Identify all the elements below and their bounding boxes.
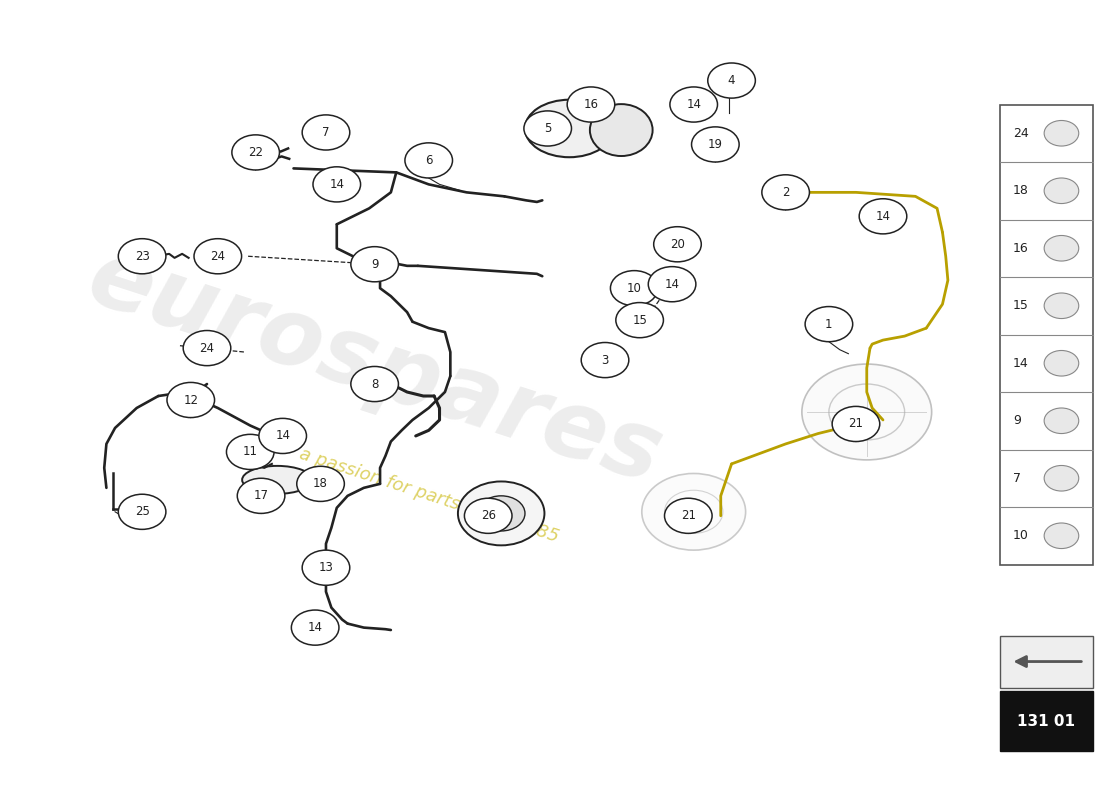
Text: 19: 19 — [707, 138, 723, 151]
Text: 26: 26 — [481, 510, 496, 522]
Text: 14: 14 — [876, 210, 891, 223]
Circle shape — [238, 478, 285, 514]
Circle shape — [351, 366, 398, 402]
Text: 16: 16 — [583, 98, 598, 111]
Text: 14: 14 — [686, 98, 701, 111]
Circle shape — [1044, 235, 1079, 261]
Text: 10: 10 — [1013, 530, 1028, 542]
Circle shape — [1044, 293, 1079, 318]
Text: 16: 16 — [1013, 242, 1028, 254]
Circle shape — [707, 63, 756, 98]
Ellipse shape — [242, 466, 312, 494]
Circle shape — [297, 466, 344, 502]
Circle shape — [1044, 178, 1079, 203]
Text: 9: 9 — [1013, 414, 1021, 427]
Ellipse shape — [590, 104, 652, 156]
Text: 10: 10 — [627, 282, 641, 294]
Text: eurospares: eurospares — [76, 232, 673, 504]
Text: 18: 18 — [1013, 184, 1028, 198]
Text: 11: 11 — [243, 446, 257, 458]
Text: 21: 21 — [848, 418, 864, 430]
Text: 12: 12 — [184, 394, 198, 406]
Circle shape — [664, 498, 712, 534]
Text: 15: 15 — [632, 314, 647, 326]
Circle shape — [314, 167, 361, 202]
Circle shape — [581, 342, 629, 378]
Circle shape — [464, 498, 512, 534]
Text: 24: 24 — [210, 250, 225, 262]
Circle shape — [351, 246, 398, 282]
Circle shape — [119, 494, 166, 530]
Text: 24: 24 — [1013, 126, 1028, 140]
Circle shape — [119, 238, 166, 274]
Circle shape — [232, 135, 279, 170]
Text: 14: 14 — [275, 430, 290, 442]
Bar — [1000, 105, 1092, 565]
Ellipse shape — [525, 100, 614, 158]
Circle shape — [805, 306, 852, 342]
Text: 3: 3 — [602, 354, 608, 366]
Circle shape — [670, 87, 717, 122]
Circle shape — [833, 406, 880, 442]
Text: 23: 23 — [134, 250, 150, 262]
Text: 7: 7 — [322, 126, 330, 139]
Text: 6: 6 — [425, 154, 432, 167]
Text: 14: 14 — [329, 178, 344, 191]
Text: 24: 24 — [199, 342, 214, 354]
Text: 4: 4 — [728, 74, 735, 87]
Circle shape — [802, 364, 932, 460]
Text: 15: 15 — [1013, 299, 1028, 312]
Bar — [1000, 635, 1092, 687]
Text: 18: 18 — [314, 478, 328, 490]
Circle shape — [653, 226, 702, 262]
Text: a passion for parts since 1985: a passion for parts since 1985 — [297, 446, 561, 546]
Text: 1: 1 — [825, 318, 833, 330]
Circle shape — [167, 382, 214, 418]
Circle shape — [1044, 350, 1079, 376]
Bar — [1000, 691, 1092, 751]
Text: 9: 9 — [371, 258, 378, 270]
Circle shape — [648, 266, 696, 302]
Circle shape — [1044, 523, 1079, 549]
Text: 22: 22 — [249, 146, 263, 159]
Text: 14: 14 — [664, 278, 680, 290]
Circle shape — [302, 550, 350, 586]
Text: 21: 21 — [681, 510, 696, 522]
Circle shape — [610, 270, 658, 306]
Circle shape — [616, 302, 663, 338]
Circle shape — [227, 434, 274, 470]
Circle shape — [302, 115, 350, 150]
Text: 14: 14 — [1013, 357, 1028, 370]
Circle shape — [859, 198, 906, 234]
Circle shape — [1044, 466, 1079, 491]
Text: 131 01: 131 01 — [1018, 714, 1076, 729]
Circle shape — [1044, 408, 1079, 434]
Circle shape — [194, 238, 242, 274]
Circle shape — [762, 174, 810, 210]
Circle shape — [524, 111, 572, 146]
Text: 7: 7 — [1013, 472, 1021, 485]
Text: 13: 13 — [319, 562, 333, 574]
Circle shape — [458, 482, 544, 546]
Circle shape — [258, 418, 307, 454]
Text: 8: 8 — [371, 378, 378, 390]
Circle shape — [641, 474, 746, 550]
Text: 25: 25 — [134, 506, 150, 518]
Circle shape — [184, 330, 231, 366]
Text: 20: 20 — [670, 238, 685, 250]
Circle shape — [292, 610, 339, 645]
Circle shape — [477, 496, 525, 531]
Text: 17: 17 — [254, 490, 268, 502]
Circle shape — [405, 143, 452, 178]
Text: 2: 2 — [782, 186, 790, 199]
Circle shape — [692, 127, 739, 162]
Text: 14: 14 — [308, 621, 322, 634]
Text: 5: 5 — [544, 122, 551, 135]
Circle shape — [1044, 121, 1079, 146]
Circle shape — [568, 87, 615, 122]
